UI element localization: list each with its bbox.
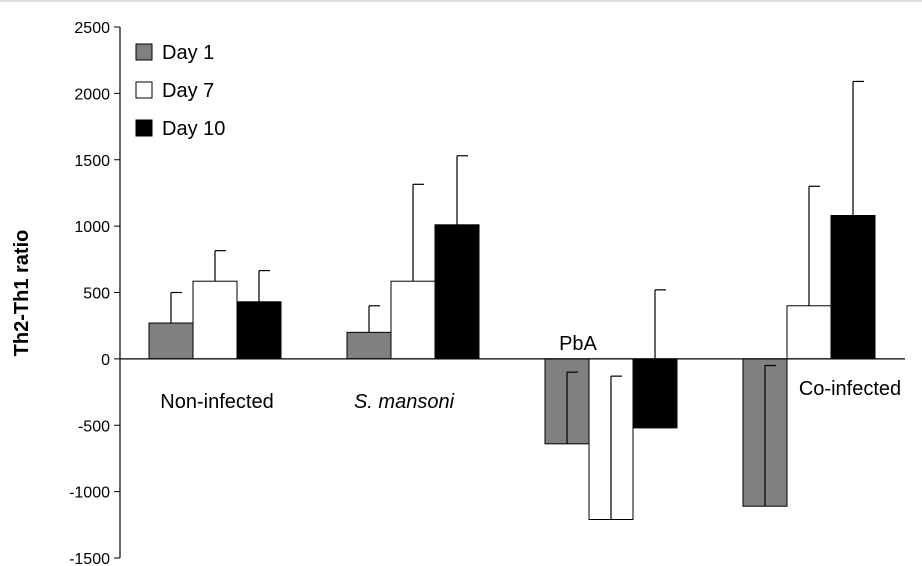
category-labels: Non-infected S. mansoni PbA Co-infected	[160, 333, 901, 413]
y-tick-label: 2500	[74, 20, 110, 37]
y-tick-label: -1500	[69, 551, 110, 566]
bar-day-10	[830, 215, 876, 360]
bar-day-7	[192, 280, 238, 360]
legend: Day 1 Day 7 Day 10	[135, 42, 225, 140]
legend-swatch	[135, 81, 153, 99]
bar-day-1	[148, 322, 194, 360]
y-axis-label: Th2-Th1 ratio	[11, 230, 33, 357]
bar-day-10	[434, 224, 480, 360]
bar-day-1	[346, 331, 392, 360]
legend-swatch	[135, 43, 153, 61]
y-tick-label: 1000	[74, 219, 110, 236]
legend-label: Day 7	[162, 80, 214, 102]
category-label: Co-infected	[799, 378, 901, 400]
bar-day-7	[390, 280, 436, 360]
category-label: Non-infected	[160, 391, 273, 413]
y-tick-label: 2000	[74, 86, 110, 103]
y-axis: 2500 2000 1500 1000 500 0 -500 -1000 -1500	[69, 20, 121, 566]
legend-swatch	[135, 119, 153, 137]
y-tick-label: -500	[78, 418, 110, 435]
legend-label: Day 10	[162, 118, 225, 140]
y-tick-label: 500	[83, 286, 110, 303]
y-tick-label: 0	[101, 352, 110, 369]
y-tick-label: -1000	[69, 485, 110, 502]
legend-label: Day 1	[162, 42, 214, 64]
category-label: PbA	[559, 333, 597, 355]
y-tick-label: 1500	[74, 153, 110, 170]
bars	[148, 215, 876, 521]
bar-day-10	[236, 301, 282, 360]
bar-day-7	[786, 305, 832, 360]
category-label: S. mansoni	[354, 391, 455, 413]
